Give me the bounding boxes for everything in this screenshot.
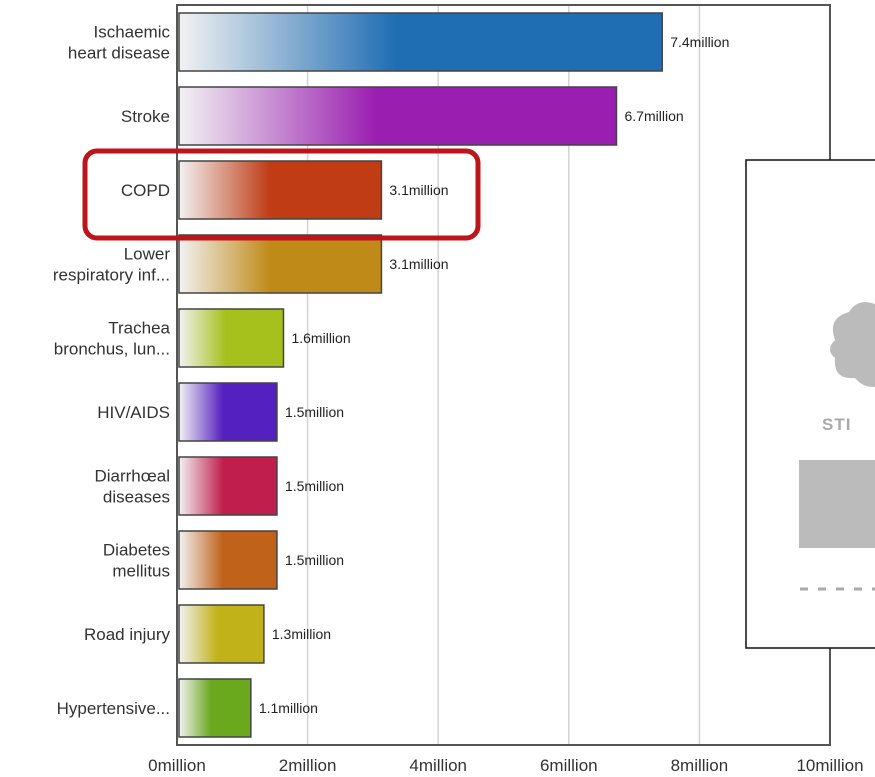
value-label: 6.7million	[625, 108, 684, 124]
y-tick-label: HIV/AIDS	[97, 403, 170, 422]
x-tick-label: 8million	[671, 756, 729, 775]
bar	[178, 456, 278, 516]
bar	[178, 234, 383, 294]
y-tick-label: Lower respiratory inf...	[53, 245, 170, 285]
value-label: 1.5million	[285, 552, 344, 568]
value-label: 1.5million	[285, 404, 344, 420]
bar	[178, 678, 252, 738]
bar	[178, 86, 618, 146]
panel-box	[745, 159, 875, 649]
panel-placeholder	[799, 460, 875, 548]
y-tick-label: Trachea bronchus, lun...	[54, 319, 171, 359]
bar	[178, 530, 278, 590]
x-tick-label: 4million	[409, 756, 467, 775]
side-panel: STI	[745, 159, 875, 649]
brain-icon	[830, 302, 875, 387]
y-tick-label: Road injury	[84, 625, 170, 644]
y-tick-label: Diarrhœal diseases	[94, 467, 170, 507]
value-label: 3.1million	[389, 182, 448, 198]
value-label: 1.6million	[291, 330, 350, 346]
bar	[178, 12, 663, 72]
x-tick-label: 6million	[540, 756, 598, 775]
y-tick-label: Hypertensive...	[57, 699, 170, 718]
x-tick-label: 2million	[279, 756, 337, 775]
y-tick-label: Stroke	[121, 107, 170, 126]
x-tick-label: 0million	[148, 756, 206, 775]
y-tick-label: Diabetes mellitus	[103, 541, 170, 581]
value-label: 1.3million	[272, 626, 331, 642]
panel-text: STI	[822, 415, 851, 434]
highlight-box	[82, 148, 481, 241]
bar	[178, 308, 285, 368]
bar	[178, 160, 383, 220]
bar	[178, 604, 265, 664]
value-label: 3.1million	[389, 256, 448, 272]
y-tick-label: Ischaemic heart disease	[68, 23, 171, 63]
value-label: 1.5million	[285, 478, 344, 494]
value-label: 1.1million	[259, 700, 318, 716]
x-tick-label: 10million	[796, 756, 863, 775]
y-tick-label: COPD	[121, 181, 170, 200]
bar	[178, 382, 278, 442]
value-label: 7.4million	[670, 34, 729, 50]
